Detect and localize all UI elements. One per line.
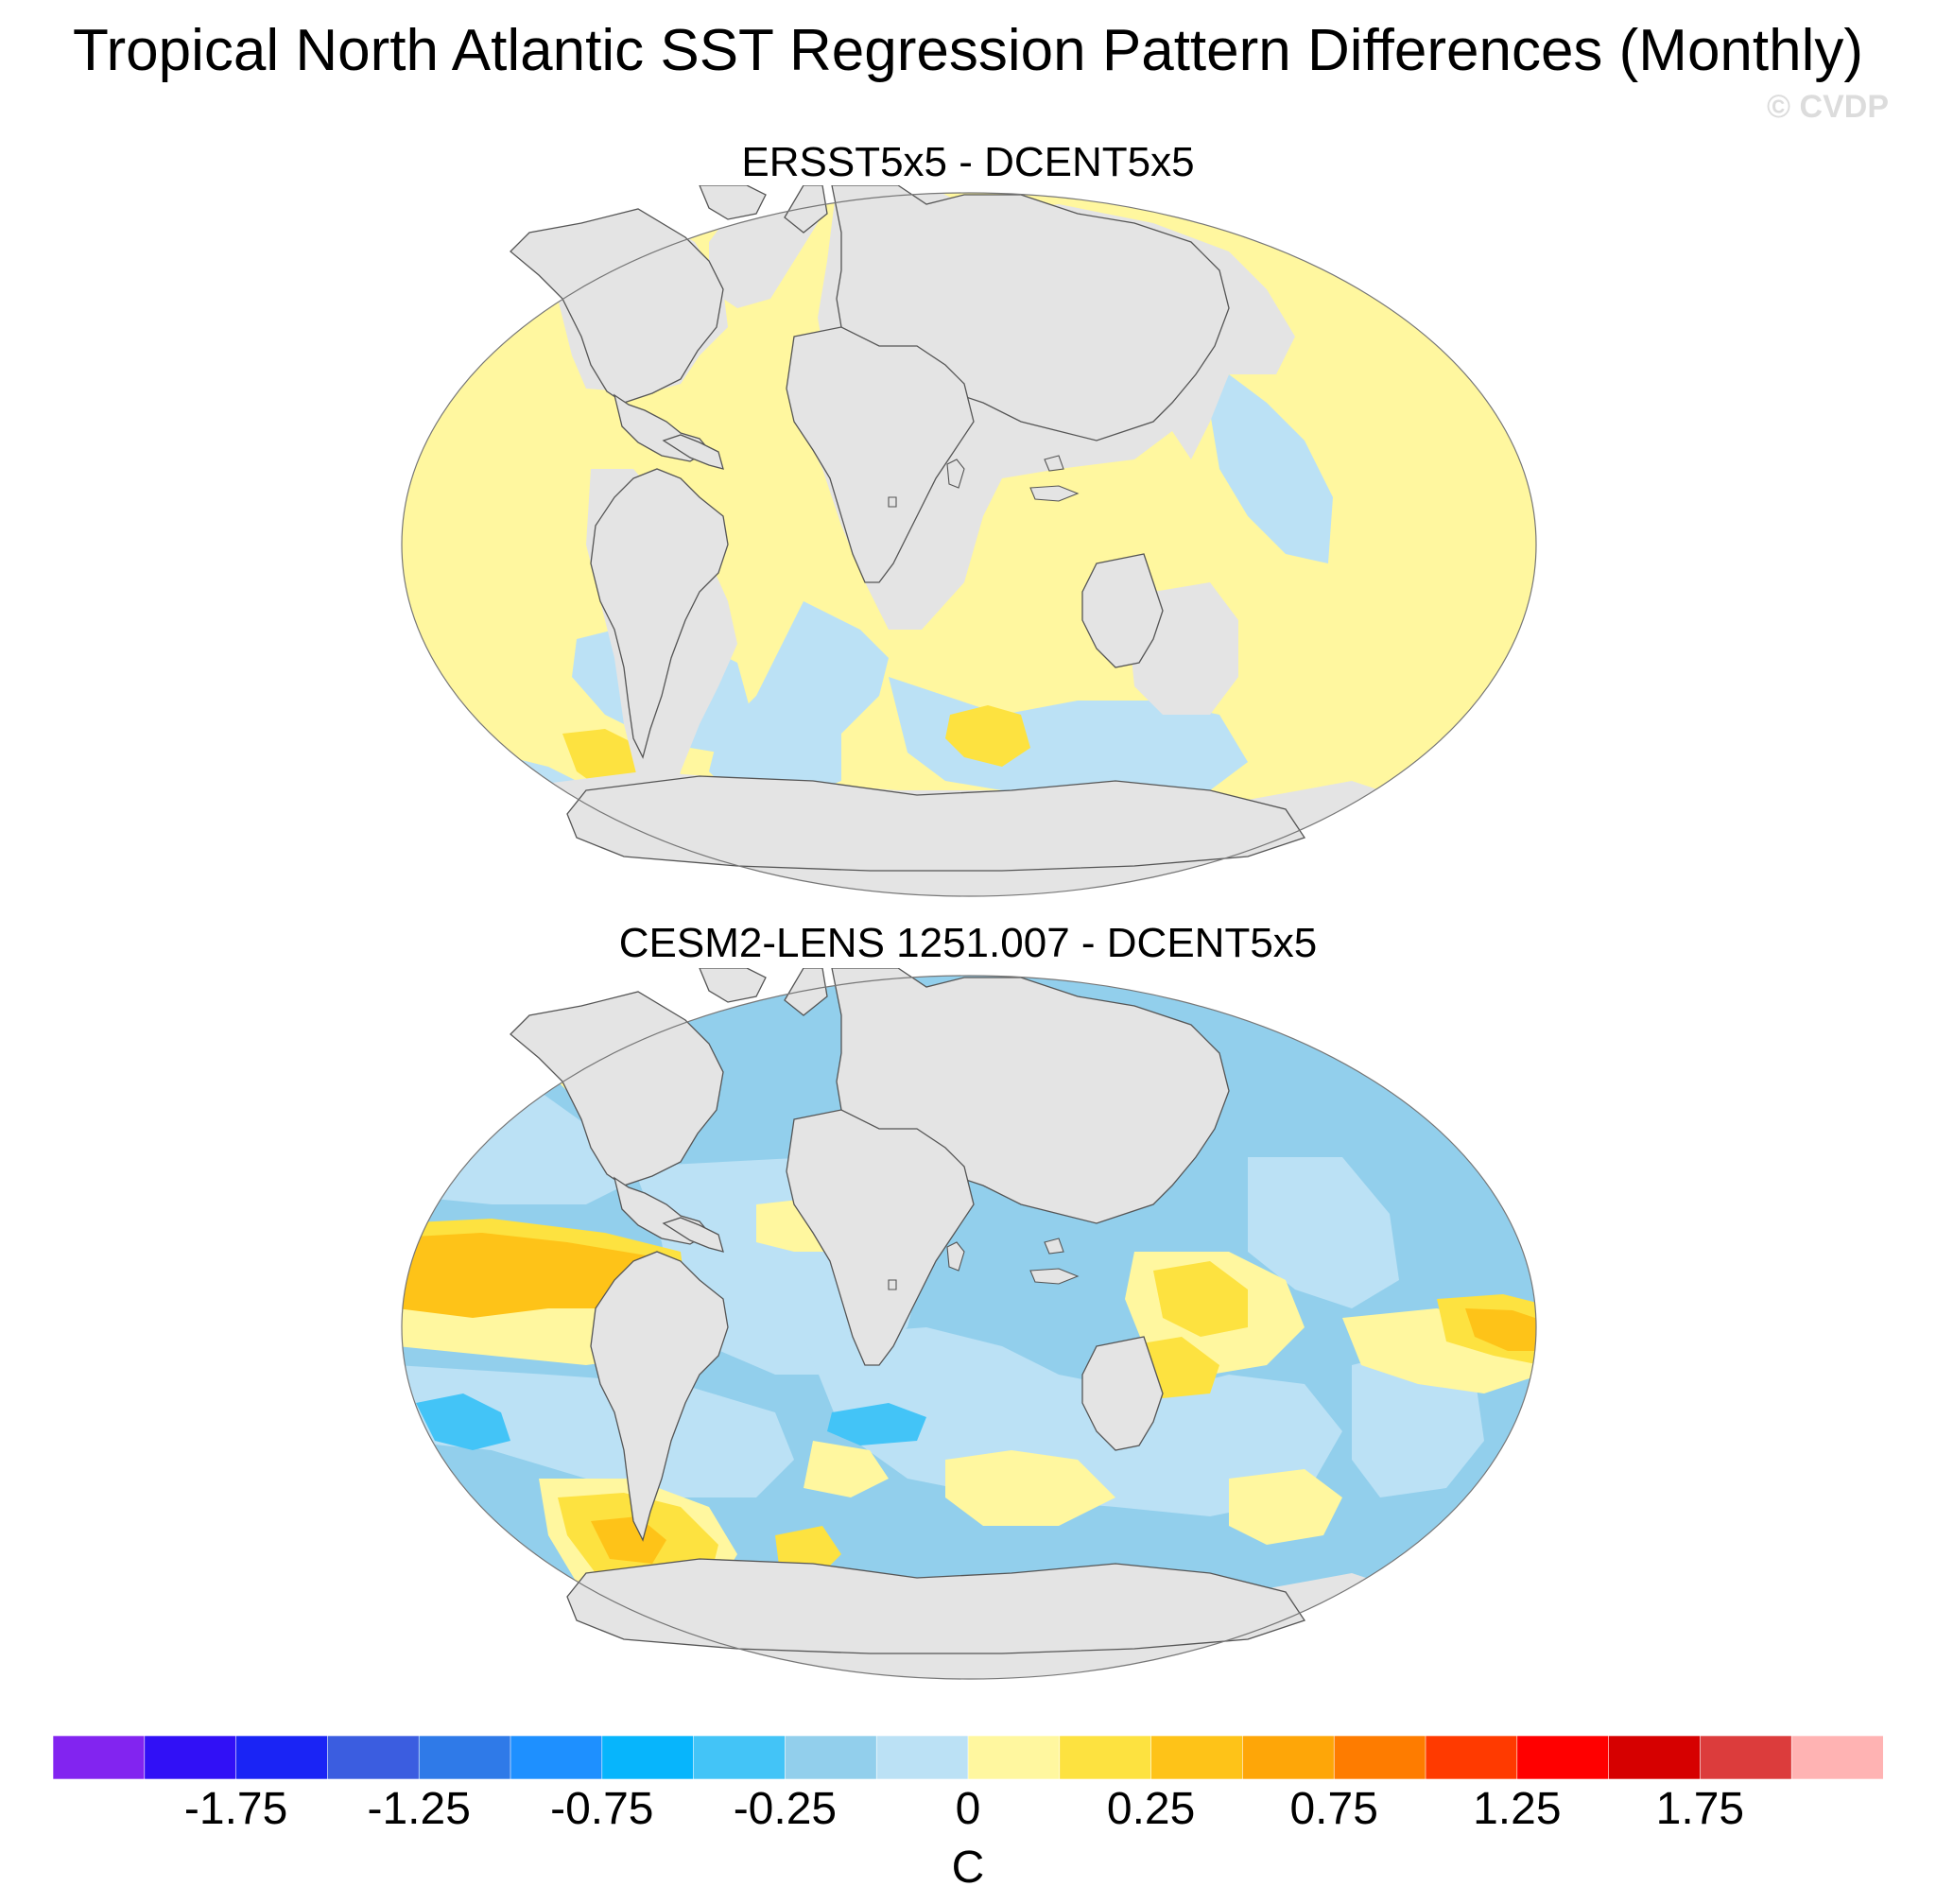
colorbar-swatch: [875, 1736, 969, 1779]
colorbar-tick-label: 1.25: [1473, 1784, 1562, 1834]
colorbar-swatch: [1242, 1736, 1336, 1779]
colorbar-swatch: [1700, 1736, 1793, 1779]
colorbar-swatch: [1516, 1736, 1610, 1779]
colorbar-swatch: [1059, 1736, 1152, 1779]
colorbar-tick-label: -1.75: [183, 1784, 288, 1834]
coastlines: [510, 968, 1306, 1654]
panel-2-title: CESM2-LENS 1251.007 - DCENT5x5: [618, 920, 1318, 966]
panel-1-title: ERSST5x5 - DCENT5x5: [741, 139, 1195, 185]
coastlines: [510, 185, 1306, 872]
colorbar-swatch: [1150, 1736, 1244, 1779]
colorbar-swatch: [327, 1736, 420, 1779]
colorbar-tick-label: -0.75: [550, 1784, 654, 1834]
colorbar-swatch: [967, 1736, 1061, 1779]
colorbar-units: C: [951, 1843, 985, 1893]
colorbar-tick-label: 1.75: [1655, 1784, 1745, 1834]
colorbar-swatch: [1790, 1736, 1883, 1779]
colorbar-tick-label: 0.75: [1289, 1784, 1378, 1834]
colorbar-swatch: [53, 1736, 146, 1779]
map-boundary: [401, 192, 1537, 897]
colorbar-swatch: [693, 1736, 786, 1779]
colorbar: [53, 1736, 1883, 1779]
colorbar-swatch: [235, 1736, 329, 1779]
colorbar-tick-label: 0: [955, 1784, 981, 1834]
colorbar-swatch: [1333, 1736, 1426, 1779]
cvdp-watermark: © CVDP: [1767, 89, 1889, 125]
colorbar-swatch: [1425, 1736, 1518, 1779]
colorbar-swatch: [601, 1736, 695, 1779]
colorbar-swatch: [1608, 1736, 1702, 1779]
colorbar-swatch: [418, 1736, 511, 1779]
colorbar-tick-label: -1.25: [367, 1784, 471, 1834]
figure-title: Tropical North Atlantic SST Regression P…: [72, 18, 1864, 83]
colorbar-tick-label: -0.25: [733, 1784, 838, 1834]
colorbar-tick-label: 0.25: [1106, 1784, 1196, 1834]
panel-2-map: [401, 968, 1537, 1680]
colorbar-swatch: [510, 1736, 603, 1779]
map-boundary: [401, 975, 1537, 1680]
panel-1-map: [401, 185, 1537, 897]
colorbar-swatch: [144, 1736, 237, 1779]
colorbar-swatch: [785, 1736, 878, 1779]
